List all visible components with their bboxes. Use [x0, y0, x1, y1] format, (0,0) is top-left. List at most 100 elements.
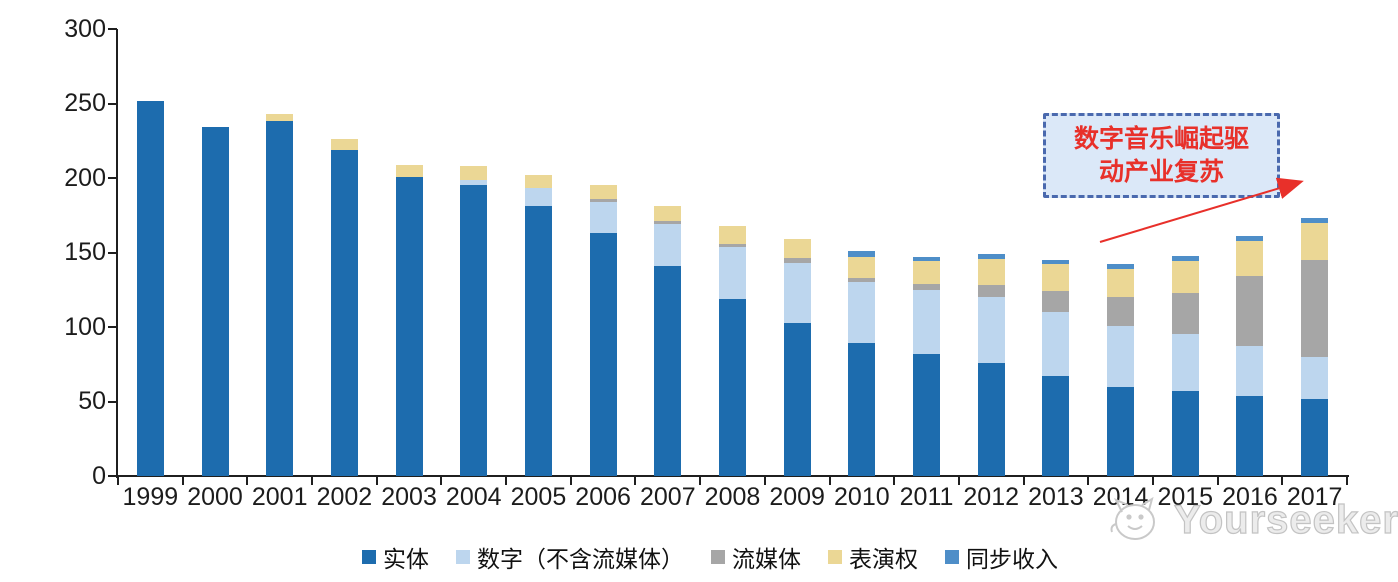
bar-segment [1171, 292, 1199, 335]
x-axis-tick [1087, 477, 1090, 485]
x-axis-label: 1999 [122, 483, 179, 511]
bar-segment [589, 185, 617, 199]
x-axis-label: 2010 [834, 483, 890, 511]
bar-segment [1042, 264, 1070, 292]
annotation-box: 数字音乐崛起驱 动产业复苏 [1043, 113, 1280, 198]
bar-segment [719, 225, 746, 244]
bar-segment [1301, 218, 1329, 223]
bar-group-2003 [395, 164, 423, 476]
x-axis-label: 2003 [381, 483, 437, 511]
bar-segment [1107, 268, 1135, 298]
x-axis-label: 2016 [1222, 483, 1278, 511]
x-axis-tick [1346, 477, 1348, 485]
annotation-text-line2: 动产业复苏 [1098, 158, 1224, 186]
bar-group-2017 [1301, 218, 1329, 476]
bar-group-2000 [201, 127, 229, 476]
x-axis-label: 2005 [510, 483, 567, 511]
y-axis-tick [108, 326, 117, 328]
x-axis-label: 2008 [704, 483, 761, 511]
bar-group-2011 [913, 257, 941, 476]
bar-segment [201, 127, 229, 476]
bar-group-1999 [136, 100, 164, 476]
annotation-text-line1: 数字音乐崛起驱 [1073, 125, 1249, 153]
bar-segment [848, 277, 876, 283]
x-axis-tick [957, 477, 960, 485]
legend-swatch-icon [456, 550, 470, 564]
bar-segment [913, 257, 941, 262]
bar-segment [395, 176, 423, 476]
bar-segment [1042, 312, 1070, 377]
x-axis-label: 2013 [1028, 483, 1084, 511]
bar-group-2008 [719, 225, 746, 476]
legend-swatch-icon [362, 550, 376, 564]
x-axis-tick [246, 477, 249, 485]
y-axis-label: 250 [64, 89, 106, 117]
bar-segment [330, 149, 358, 476]
legend-item: 数字（不含流媒体） [456, 540, 684, 574]
bar-segment [266, 113, 294, 122]
legend-label: 同步收入 [966, 547, 1058, 572]
bar-segment [524, 206, 552, 476]
bar-segment [719, 298, 746, 476]
legend: 实体 数字（不含流媒体） 流媒体 表演权 同步收入 [362, 540, 1058, 574]
x-axis-label: 2002 [316, 483, 373, 511]
bar-group-2006 [589, 185, 617, 476]
x-axis-label: 2000 [187, 483, 243, 511]
bar-group-2016 [1236, 236, 1264, 476]
watermark-text: Yourseeker [1173, 497, 1398, 542]
bar-segment [848, 256, 876, 278]
y-axis-tick [108, 28, 117, 30]
bar-segment [913, 261, 941, 284]
bar-segment [524, 175, 552, 189]
bar-segment [913, 353, 941, 476]
legend-swatch-icon [828, 550, 842, 564]
bar-segment [266, 121, 294, 476]
x-axis-label: 2015 [1157, 483, 1214, 511]
bar-segment [395, 164, 423, 177]
bar-segment [1171, 334, 1199, 392]
legend-label: 流媒体 [732, 547, 801, 572]
bar-segment [460, 166, 488, 180]
bar-segment [136, 100, 164, 476]
bar-segment [1171, 261, 1199, 293]
bar-segment [913, 289, 941, 354]
legend-swatch-icon [945, 550, 959, 564]
bar-segment [460, 185, 488, 476]
bar-group-2002 [330, 139, 358, 476]
bar-segment [1301, 398, 1329, 476]
y-axis-tick [108, 251, 117, 254]
legend-label: 实体 [383, 547, 429, 572]
bar-segment [1236, 240, 1264, 277]
bar-segment [977, 254, 1005, 259]
bar-segment [977, 258, 1005, 286]
x-axis-tick [1216, 477, 1219, 485]
bar-group-2012 [977, 254, 1005, 476]
y-axis-tick [108, 102, 117, 105]
x-axis-tick [763, 477, 766, 485]
x-axis-tick [505, 477, 508, 485]
bar-segment [1171, 391, 1199, 476]
y-axis-label: 0 [92, 461, 106, 490]
x-axis-tick [311, 477, 314, 485]
x-axis-label: 2017 [1286, 483, 1343, 511]
bar-segment [1107, 264, 1135, 269]
legend-item: 流媒体 [711, 540, 801, 574]
x-axis-tick [181, 477, 184, 485]
bar-segment [589, 201, 617, 234]
x-axis-label: 2007 [639, 483, 696, 511]
bar-group-2010 [848, 251, 876, 476]
x-axis-tick [828, 477, 831, 485]
x-axis-tick [893, 477, 896, 485]
legend-item: 实体 [362, 540, 429, 574]
x-axis-label: 2009 [769, 483, 825, 511]
bar-segment [654, 265, 682, 476]
bar-segment [1042, 259, 1070, 265]
bar-group-2004 [460, 166, 488, 476]
bar-segment [913, 283, 941, 290]
bar-segment [654, 224, 682, 266]
bar-segment [524, 188, 552, 207]
x-axis-tick [634, 477, 637, 485]
y-axis-tick [108, 400, 117, 403]
watermark: Yourseeker [1108, 494, 1398, 546]
